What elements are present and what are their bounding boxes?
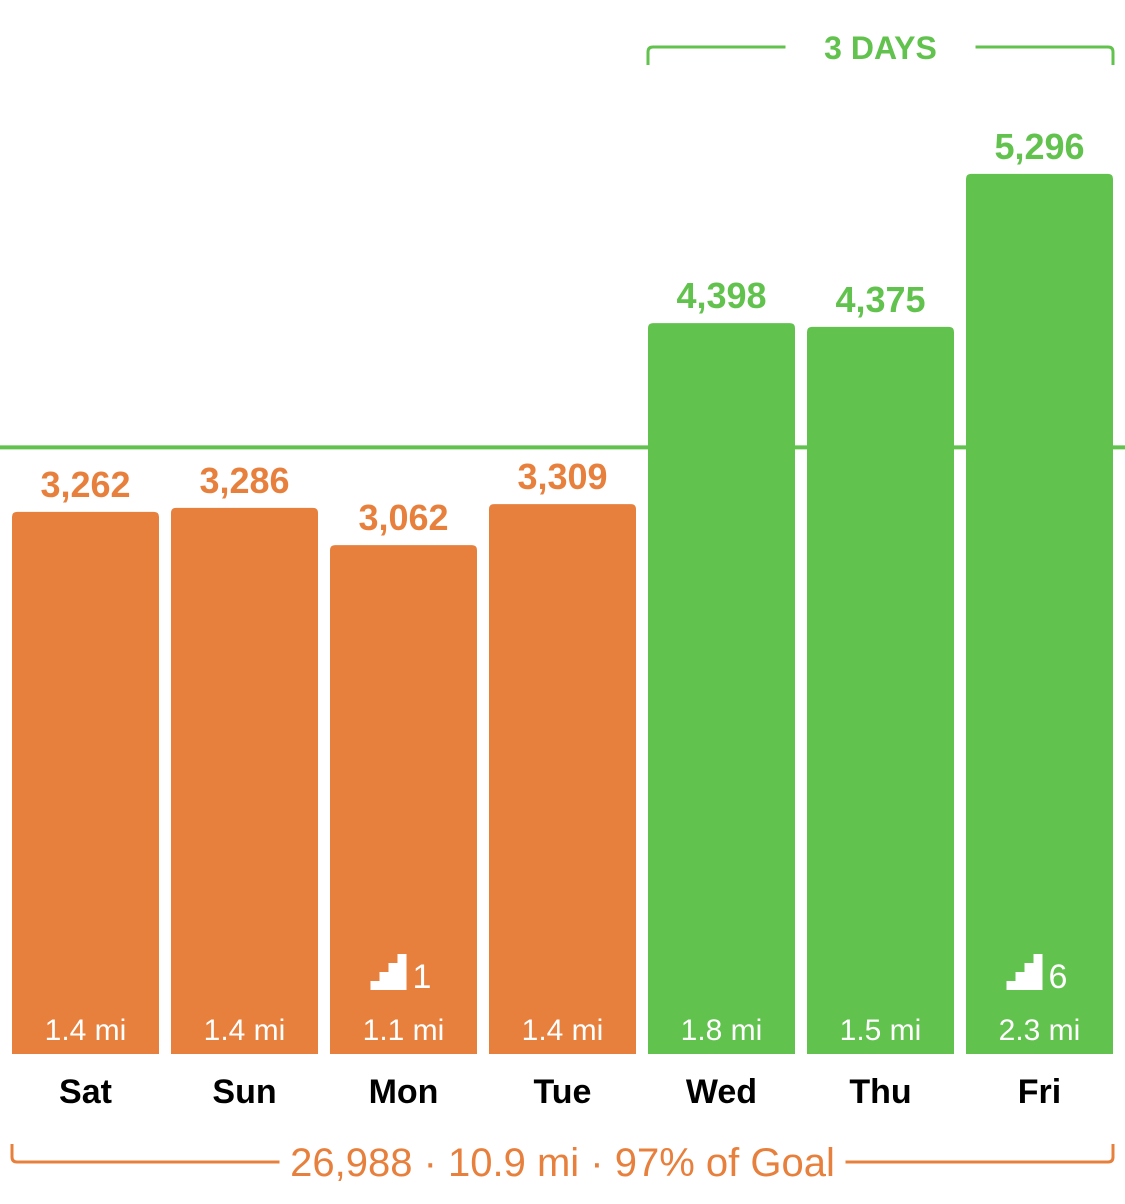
bar-sun	[171, 507, 318, 1054]
bar-wed	[648, 323, 795, 1054]
summary-bracket-left	[10, 1144, 280, 1164]
distance-label: 1.4 mi	[204, 1014, 286, 1047]
stairs-icon	[370, 954, 407, 990]
flights-label: 6	[1049, 958, 1068, 996]
summary-label: 26,988 · 10.9 mi · 97% of Goal	[290, 1141, 835, 1185]
value-label: 3,262	[40, 464, 130, 505]
distance-label: 2.3 mi	[999, 1014, 1081, 1047]
day-label-fri: Fri	[1018, 1073, 1061, 1111]
bar-thu	[807, 326, 954, 1054]
value-label: 4,398	[676, 275, 766, 316]
value-label: 3,062	[358, 497, 448, 538]
streak-bracket-left	[646, 45, 786, 65]
summary-bracket-right	[845, 1144, 1115, 1164]
day-label-thu: Thu	[849, 1073, 911, 1111]
distance-label: 1.4 mi	[45, 1014, 127, 1047]
day-label-mon: Mon	[369, 1073, 439, 1111]
distance-label: 1.8 mi	[681, 1014, 763, 1047]
day-label-wed: Wed	[686, 1073, 757, 1111]
bar-mon	[330, 545, 477, 1054]
distance-label: 1.5 mi	[840, 1014, 922, 1047]
bar-tue	[489, 504, 636, 1054]
bar-sat	[12, 511, 159, 1054]
flights-label: 1	[413, 958, 432, 996]
bar-fri	[966, 173, 1113, 1054]
streak-bracket-right	[975, 45, 1115, 65]
value-label: 3,286	[199, 460, 289, 501]
day-label-sun: Sun	[212, 1073, 276, 1111]
streak-label: 3 DAYS	[824, 30, 937, 66]
value-label: 5,296	[994, 126, 1084, 167]
value-label: 4,375	[835, 279, 925, 320]
distance-label: 1.4 mi	[522, 1014, 604, 1047]
day-label-sat: Sat	[59, 1073, 112, 1111]
value-label: 3,309	[517, 456, 607, 497]
distance-label: 1.1 mi	[363, 1014, 445, 1047]
day-label-tue: Tue	[534, 1073, 592, 1111]
stairs-icon	[1006, 954, 1043, 990]
